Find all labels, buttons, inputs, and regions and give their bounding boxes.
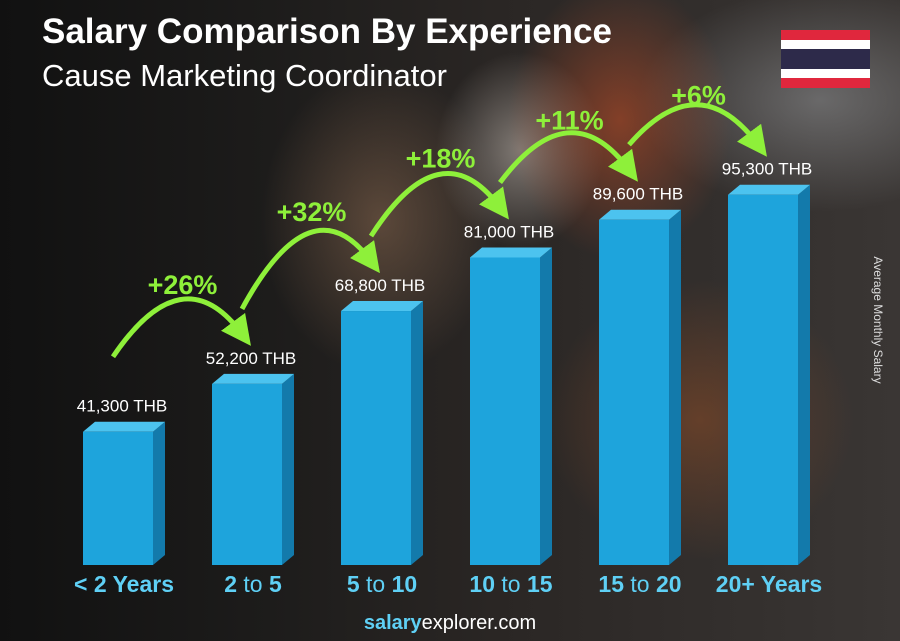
chart-title: Salary Comparison By Experience	[42, 12, 612, 51]
change-arrow-icon	[498, 130, 638, 184]
category-label: 15 to 20	[598, 571, 681, 597]
category-label: 20+ Years	[716, 571, 822, 597]
category-label-part: 5	[347, 571, 360, 597]
bar-side	[798, 184, 810, 565]
category-label-part: to	[624, 571, 656, 597]
category-label-part: 20+ Years	[716, 571, 822, 597]
bar-top	[728, 184, 810, 195]
value-label: 52,200 THB	[206, 349, 296, 368]
category-label: 10 to 15	[469, 571, 552, 597]
category-label: 5 to 10	[347, 571, 417, 597]
footer-domain: explorer.com	[421, 612, 537, 634]
category-label-part: 15	[527, 571, 553, 597]
flag-stripe	[781, 39, 870, 50]
bar-side	[282, 373, 294, 565]
category-label: 2 to 5	[224, 571, 282, 597]
bar	[470, 257, 540, 565]
value-label: 95,300 THB	[722, 160, 812, 179]
footer-site[interactable]: salaryexplorer.com	[0, 612, 900, 635]
bar-top	[83, 421, 165, 432]
category-label-part: to	[237, 571, 269, 597]
bar-top	[212, 373, 294, 384]
footer-brand: salary	[363, 612, 422, 634]
bar	[728, 194, 798, 565]
value-label: 89,600 THB	[593, 185, 683, 204]
flag-stripe	[781, 49, 870, 69]
value-label: 81,000 THB	[464, 222, 554, 241]
bar-side	[669, 209, 681, 565]
value-label: 41,300 THB	[77, 397, 167, 416]
category-label-part: 15	[598, 571, 624, 597]
change-label: +26%	[148, 270, 218, 300]
change-label: +11%	[535, 106, 603, 136]
change-label: +18%	[406, 143, 476, 173]
bar	[599, 219, 669, 565]
y-axis-label: Average Monthly Salary	[871, 256, 885, 384]
category-label-part: to	[495, 571, 527, 597]
value-label: 68,800 THB	[335, 276, 425, 295]
category-label-part: 2	[224, 571, 237, 597]
change-arrow-icon	[368, 171, 509, 238]
bar-side	[411, 301, 423, 565]
category-label-part: < 2 Years	[74, 571, 174, 597]
category-label-part: 10	[469, 571, 495, 597]
flag-stripe	[781, 68, 870, 79]
bar	[341, 311, 411, 565]
change-label: +32%	[277, 197, 347, 227]
category-label-part: 20	[656, 571, 682, 597]
bar-top	[470, 247, 552, 258]
bar-side	[540, 247, 552, 565]
flag-stripe	[781, 30, 870, 40]
change-arrow-icon	[110, 296, 251, 359]
bar-top	[341, 301, 423, 312]
chart-subtitle: Cause Marketing Coordinator	[42, 58, 447, 93]
bar	[83, 431, 153, 565]
flag-stripe	[781, 78, 870, 89]
change-arrow-icon	[627, 102, 767, 157]
category-label: < 2 Years	[74, 571, 174, 597]
thailand-flag-icon	[781, 30, 870, 89]
category-label-part: to	[360, 571, 392, 597]
bar-top	[599, 209, 681, 220]
category-label-part: 10	[392, 571, 418, 597]
bar	[212, 383, 282, 565]
change-arrow-icon	[239, 227, 380, 311]
bar-side	[153, 421, 165, 565]
category-label-part: 5	[269, 571, 282, 597]
change-label: +6%	[671, 81, 726, 111]
